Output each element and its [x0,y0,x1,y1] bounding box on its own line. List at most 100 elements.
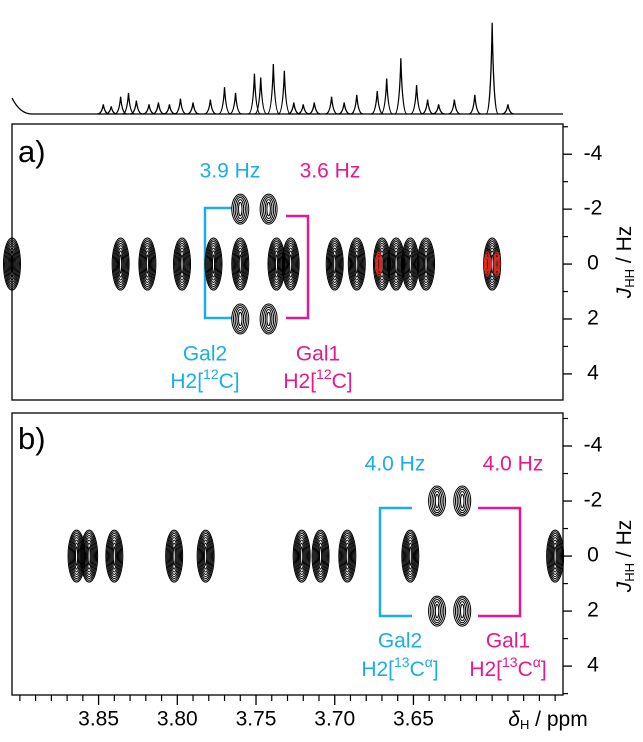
contour [4,239,20,289]
contour [313,533,328,580]
contour [271,245,282,283]
contour [331,247,339,281]
contour [7,245,17,283]
contour [201,539,210,573]
contour [316,539,325,573]
contour [8,247,16,281]
contour [232,195,248,224]
contour [299,542,305,570]
contour [311,529,330,583]
contour [349,241,364,288]
contour [327,241,342,288]
contour [377,256,381,272]
spectrum-peak [163,104,176,115]
contour [113,241,128,288]
superscript: 13 [502,654,518,670]
axis-unit: / Hz [613,226,636,269]
contour [273,250,280,278]
y-tick-label: 0 [587,252,599,275]
baseline [11,97,563,115]
y-tick-label: 4 [587,361,599,384]
superscript: 13 [394,654,410,670]
contour [333,254,337,274]
contour [407,542,413,570]
contour [553,546,557,566]
annotation: 4.0 Hz [483,453,544,476]
contour [431,488,443,514]
spectrum-peak [254,77,268,115]
y-tick-label: -4 [584,142,603,165]
annotation: 3.9 Hz [200,160,261,183]
contour [458,491,467,512]
contour [204,546,208,566]
contour [211,254,216,274]
spectrum-peak [142,104,156,115]
contour [10,254,14,274]
annotation: H2[12C] [170,366,239,393]
contour [453,485,472,517]
contour [87,546,91,566]
contour [141,243,154,286]
contour [168,535,180,578]
contour [114,243,127,286]
y-axis-label: JHH / Hz [613,226,638,299]
spectrum-peak [338,102,351,115]
contour [490,254,494,274]
panel-label: a) [18,134,46,169]
contour [403,241,418,288]
contour [235,245,246,283]
contour [110,539,119,573]
contour [294,533,309,580]
contour [179,250,185,278]
spectrum-peak [501,104,514,115]
contour [107,533,122,580]
annotation: Gal1 [296,343,340,366]
contour [236,247,244,281]
contour [318,546,323,566]
contour [315,537,326,575]
spectrum-peak [97,104,110,115]
axis-unit: / ppm [529,708,587,731]
contour [180,254,184,274]
contour [454,597,470,626]
annotation-part: H2[ [469,658,502,681]
contour [378,247,386,281]
contour [407,250,413,278]
contour [115,245,126,283]
contour [456,488,468,514]
contour [282,239,299,289]
contour [434,493,440,509]
contour [293,531,310,581]
contour [338,529,357,583]
subscript: HH [622,563,637,582]
contour [140,241,155,288]
contour [175,241,189,288]
spectrum-peak [130,100,143,115]
contour [405,245,416,283]
contour [85,539,93,573]
contour [144,250,151,278]
x-tick-label: 3.75 [236,708,277,731]
spectrum-peak [218,87,231,115]
annotation: H2[12C] [283,366,352,393]
contour [423,250,429,278]
annotation-part: C] [219,370,240,393]
contour [238,254,242,274]
contour [495,256,499,272]
contour [483,237,502,291]
contour [259,303,278,335]
contour [119,254,123,274]
contour [408,254,412,274]
contour [328,243,341,286]
contour [208,245,219,283]
y-tick-label: 0 [587,544,599,567]
contour [404,535,417,578]
contour [493,251,501,277]
contour [422,247,430,281]
spectrum-peak [371,90,384,115]
contour [484,253,490,275]
contour [551,539,559,573]
contour [300,546,304,566]
contour [209,247,218,281]
spectrum-peak [248,73,261,115]
